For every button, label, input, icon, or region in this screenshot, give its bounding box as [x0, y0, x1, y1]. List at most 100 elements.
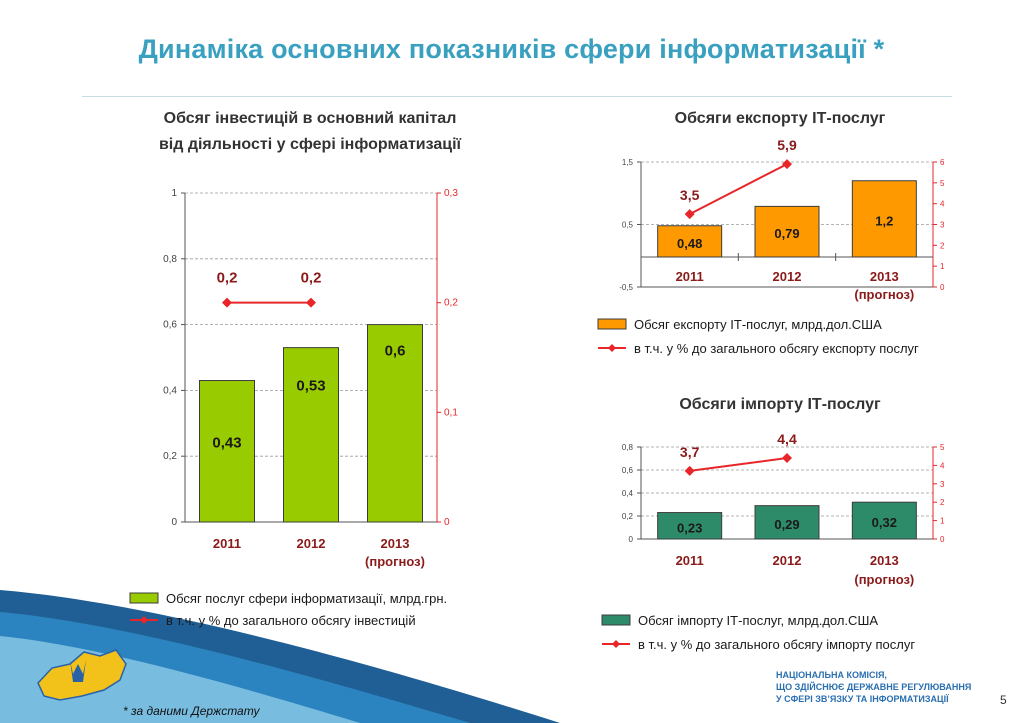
import-category-label: 2012 [773, 553, 802, 568]
export-line-point-2012 [782, 159, 792, 170]
investment-legend-line-label: в т.ч. у % до загального обсягу інвестиц… [166, 613, 416, 628]
ukraine-map-trident-emblem [37, 649, 127, 701]
export-legend-line-label: в т.ч. у % до загального обсягу експорту… [634, 341, 919, 356]
investment-bar-label-2013: 0,6 [385, 343, 406, 360]
title-divider [82, 96, 952, 97]
investment-line-label-2012: 0,2 [301, 270, 322, 287]
investment-bar-2012 [283, 347, 339, 523]
import-right-tick-label: 2 [940, 498, 945, 507]
investment-left-tick-label: 0,6 [163, 320, 177, 331]
export-bar-2013 [851, 180, 917, 258]
org-line-2: ЩО ЗДІЙСНЮЄ ДЕРЖАВНЕ РЕГУЛЮВАННЯ [776, 682, 972, 692]
export-category-label: 2012 [773, 269, 802, 284]
investment-category-label: 2012 [297, 536, 326, 551]
import-bar-label-2012: 0,29 [774, 517, 799, 532]
import-category-label: 2013 [870, 553, 899, 568]
export-bar-label-2012: 0,79 [774, 226, 799, 241]
investment-legend-line-marker [140, 616, 148, 624]
import-left-tick-label: 0,8 [622, 443, 634, 452]
investment-line-label-2011: 0,2 [217, 270, 238, 287]
export-legend-line-marker [608, 344, 616, 352]
import-chart: 0 0,2 0,4 0,6 0,8 0 1 2 3 4 5 0,23 0,29 0,32 3,7 4,4 201… [601, 431, 945, 652]
import-bar-label-2011: 0,23 [677, 520, 702, 535]
import-legend-bar-swatch [601, 614, 631, 626]
export-right-tick-label: 4 [940, 200, 945, 209]
export-legend-bar-swatch [597, 318, 627, 330]
export-bar-2012 [754, 205, 820, 258]
import-bar-2013 [851, 501, 917, 540]
export-line-point-2011 [684, 209, 695, 220]
import-line-point-2011 [684, 465, 695, 476]
import-category-sublabel: (прогноз) [854, 572, 914, 587]
import-left-tick-label: 0,4 [622, 489, 634, 498]
investment-title-line1: Обсяг інвестицій в основний капітал [163, 110, 457, 127]
investment-right-tick-label: 0,2 [444, 298, 458, 309]
export-chart-title: Обсяги експорту ІТ-послуг [674, 110, 886, 127]
investment-chart-title: Обсяг інвестицій в основний капітал від … [90, 106, 530, 158]
export-right-tick-label: 3 [940, 221, 945, 230]
investment-category-sublabel: (прогноз) [365, 554, 425, 569]
export-right-tick-label: 1 [940, 262, 945, 271]
import-right-tick-label: 5 [940, 443, 945, 452]
export-left-tick-label: 0,5 [622, 221, 634, 230]
export-left-tick-label: -0,5 [619, 283, 633, 292]
export-left-tick-label: 1,5 [622, 158, 634, 167]
export-legend-bar-label: Обсяг експорту ІТ-послуг, млрд.дол.США [634, 317, 882, 332]
export-line-label-2011: 3,5 [680, 187, 700, 203]
investment-line-point-2011 [222, 297, 232, 308]
import-left-tick-label: 0,6 [622, 466, 634, 475]
import-right-tick-label: 0 [940, 535, 945, 544]
import-line-label-2012: 4,4 [777, 431, 797, 447]
investment-bar-2013 [367, 324, 423, 523]
investment-left-tick-label: 0,4 [163, 385, 177, 396]
import-legend-line-marker [612, 640, 620, 648]
org-line-1: НАЦІОНАЛЬНА КОМІСІЯ, [776, 670, 887, 680]
import-series-line [689, 457, 788, 472]
page-number: 5 [1000, 693, 1007, 707]
export-right-tick-label: 6 [940, 158, 945, 167]
export-bar-label-2013: 1,2 [875, 213, 893, 228]
import-line-point-2012 [782, 453, 792, 464]
export-bar-2011 [657, 225, 723, 258]
investment-left-tick-label: 0,8 [163, 254, 177, 265]
footnote: * за даними Держстату [123, 704, 260, 718]
investment-bar-label-2012: 0,53 [296, 378, 325, 395]
export-right-tick-label: 5 [940, 179, 945, 188]
investment-category-label: 2013 [381, 536, 410, 551]
export-category-sublabel: (прогноз) [854, 287, 914, 302]
investment-chart: 0 0,2 0,4 0,6 0,8 1 0 0,1 0,2 0,3 0,43 0,53 0,6 0,2 0,… [129, 188, 458, 628]
import-right-tick-label: 4 [940, 461, 945, 470]
investment-line-point-2012 [306, 297, 316, 308]
import-legend-line-label: в т.ч. у % до загального обсягу імпорту … [638, 637, 915, 652]
import-legend-bar-label: Обсяг імпорту ІТ-послуг, млрд.дол.США [638, 613, 878, 628]
export-category-label: 2011 [676, 269, 704, 284]
investment-title-line2: від діяльності у сфері інформатизації [158, 136, 462, 153]
import-right-tick-label: 3 [940, 480, 945, 489]
investment-right-tick-label: 0,3 [444, 188, 458, 199]
org-line-3: У СФЕРІ ЗВ’ЯЗКУ ТА ІНФОРМАТИЗАЦІЇ [776, 694, 949, 704]
import-bar-2011 [657, 512, 723, 540]
import-left-tick-label: 0 [629, 535, 634, 544]
import-chart-title: Обсяги імпорту ІТ-послуг [679, 396, 881, 413]
page-title: Динаміка основних показників сфери інфор… [138, 34, 885, 64]
export-bar-label-2011: 0,48 [677, 236, 702, 251]
investment-legend-bar-label: Обсяг послуг сфери інформатизації, млрд.… [166, 591, 447, 606]
investment-category-label: 2011 [213, 536, 241, 551]
investment-legend-bar-swatch [129, 592, 159, 604]
investment-left-tick-label: 1 [171, 188, 177, 199]
export-line-label-2012: 5,9 [777, 137, 797, 153]
import-right-tick-label: 1 [940, 517, 945, 526]
export-right-tick-label: 0 [940, 283, 945, 292]
investment-left-tick-label: 0,2 [163, 451, 177, 462]
investment-left-tick-label: 0 [171, 517, 177, 528]
import-bar-label-2013: 0,32 [872, 515, 897, 530]
investment-bar-2011 [199, 380, 255, 523]
import-left-tick-label: 0,2 [622, 512, 634, 521]
investment-right-tick-label: 0,1 [444, 407, 458, 418]
import-category-label: 2011 [676, 553, 704, 568]
investment-bar-label-2011: 0,43 [212, 434, 241, 451]
import-line-label-2011: 3,7 [680, 444, 700, 460]
investment-right-tick-label: 0 [444, 517, 450, 528]
export-category-label: 2013 [870, 269, 899, 284]
